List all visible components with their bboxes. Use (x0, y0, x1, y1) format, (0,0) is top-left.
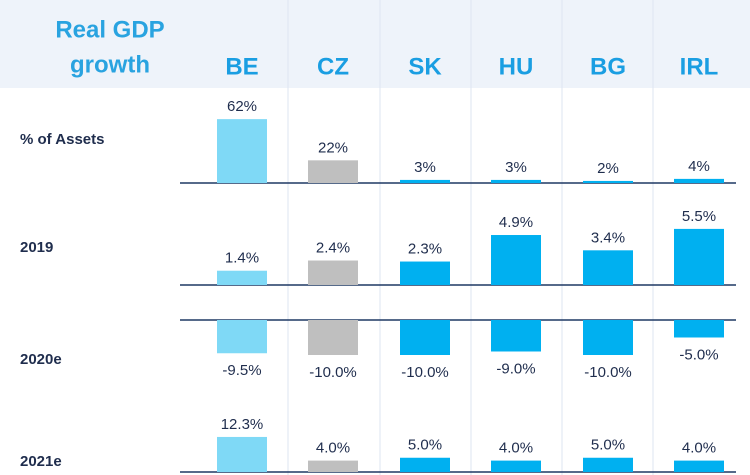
value-label: 1.4% (225, 250, 259, 267)
value-label: 2.3% (408, 241, 442, 258)
value-label: 62% (227, 98, 257, 115)
bar (583, 320, 633, 355)
bar (217, 436, 267, 472)
title-line: Real GDP (55, 16, 164, 43)
bar (491, 320, 541, 352)
value-label: -5.0% (679, 346, 718, 363)
column-header: SK (408, 53, 442, 80)
row-label: % of Assets (20, 131, 104, 148)
value-label: 2% (597, 160, 619, 177)
bar (583, 457, 633, 472)
value-label: 12.3% (221, 416, 264, 433)
row-label: 2020e (20, 351, 62, 368)
bar (400, 320, 450, 355)
column-header: IRL (680, 53, 719, 80)
bar (491, 235, 541, 285)
value-label: 4.0% (682, 440, 716, 457)
bar (583, 250, 633, 285)
column-header: HU (499, 53, 534, 80)
bar (674, 320, 724, 338)
column-separators (287, 0, 654, 475)
value-label: 4.0% (499, 440, 533, 457)
value-label: 5.0% (408, 437, 442, 454)
column-header: CZ (317, 53, 349, 80)
bar (674, 228, 724, 285)
bar (674, 178, 724, 183)
bar (308, 320, 358, 355)
value-label: 3% (414, 159, 436, 176)
value-label: -10.0% (401, 364, 449, 381)
bar (217, 270, 267, 285)
bar (400, 261, 450, 285)
value-label: 4.0% (316, 440, 350, 457)
value-label: -9.5% (222, 362, 261, 379)
row-label: 2019 (20, 239, 53, 256)
bar (308, 160, 358, 183)
bar (217, 119, 267, 183)
row-label: 2021e (20, 453, 62, 470)
value-label: 3.4% (591, 229, 625, 246)
bar (400, 179, 450, 183)
bar (491, 460, 541, 472)
bar (308, 260, 358, 285)
value-label: 2.4% (316, 239, 350, 256)
value-label: -10.0% (309, 364, 357, 381)
value-label: 5.0% (591, 437, 625, 454)
bar (400, 457, 450, 472)
value-label: 3% (505, 159, 527, 176)
value-label: 4% (688, 158, 710, 175)
column-header: BE (225, 53, 258, 80)
bar (308, 460, 358, 472)
bar (491, 179, 541, 183)
header-band (0, 0, 750, 88)
title-line: growth (70, 51, 150, 78)
value-label: -9.0% (496, 360, 535, 377)
value-label: 22% (318, 139, 348, 156)
value-label: 4.9% (499, 214, 533, 231)
bar (583, 180, 633, 183)
value-label: 5.5% (682, 208, 716, 225)
value-label: -10.0% (584, 364, 632, 381)
column-header: BG (590, 53, 626, 80)
bar (217, 320, 267, 354)
bar (674, 460, 724, 472)
